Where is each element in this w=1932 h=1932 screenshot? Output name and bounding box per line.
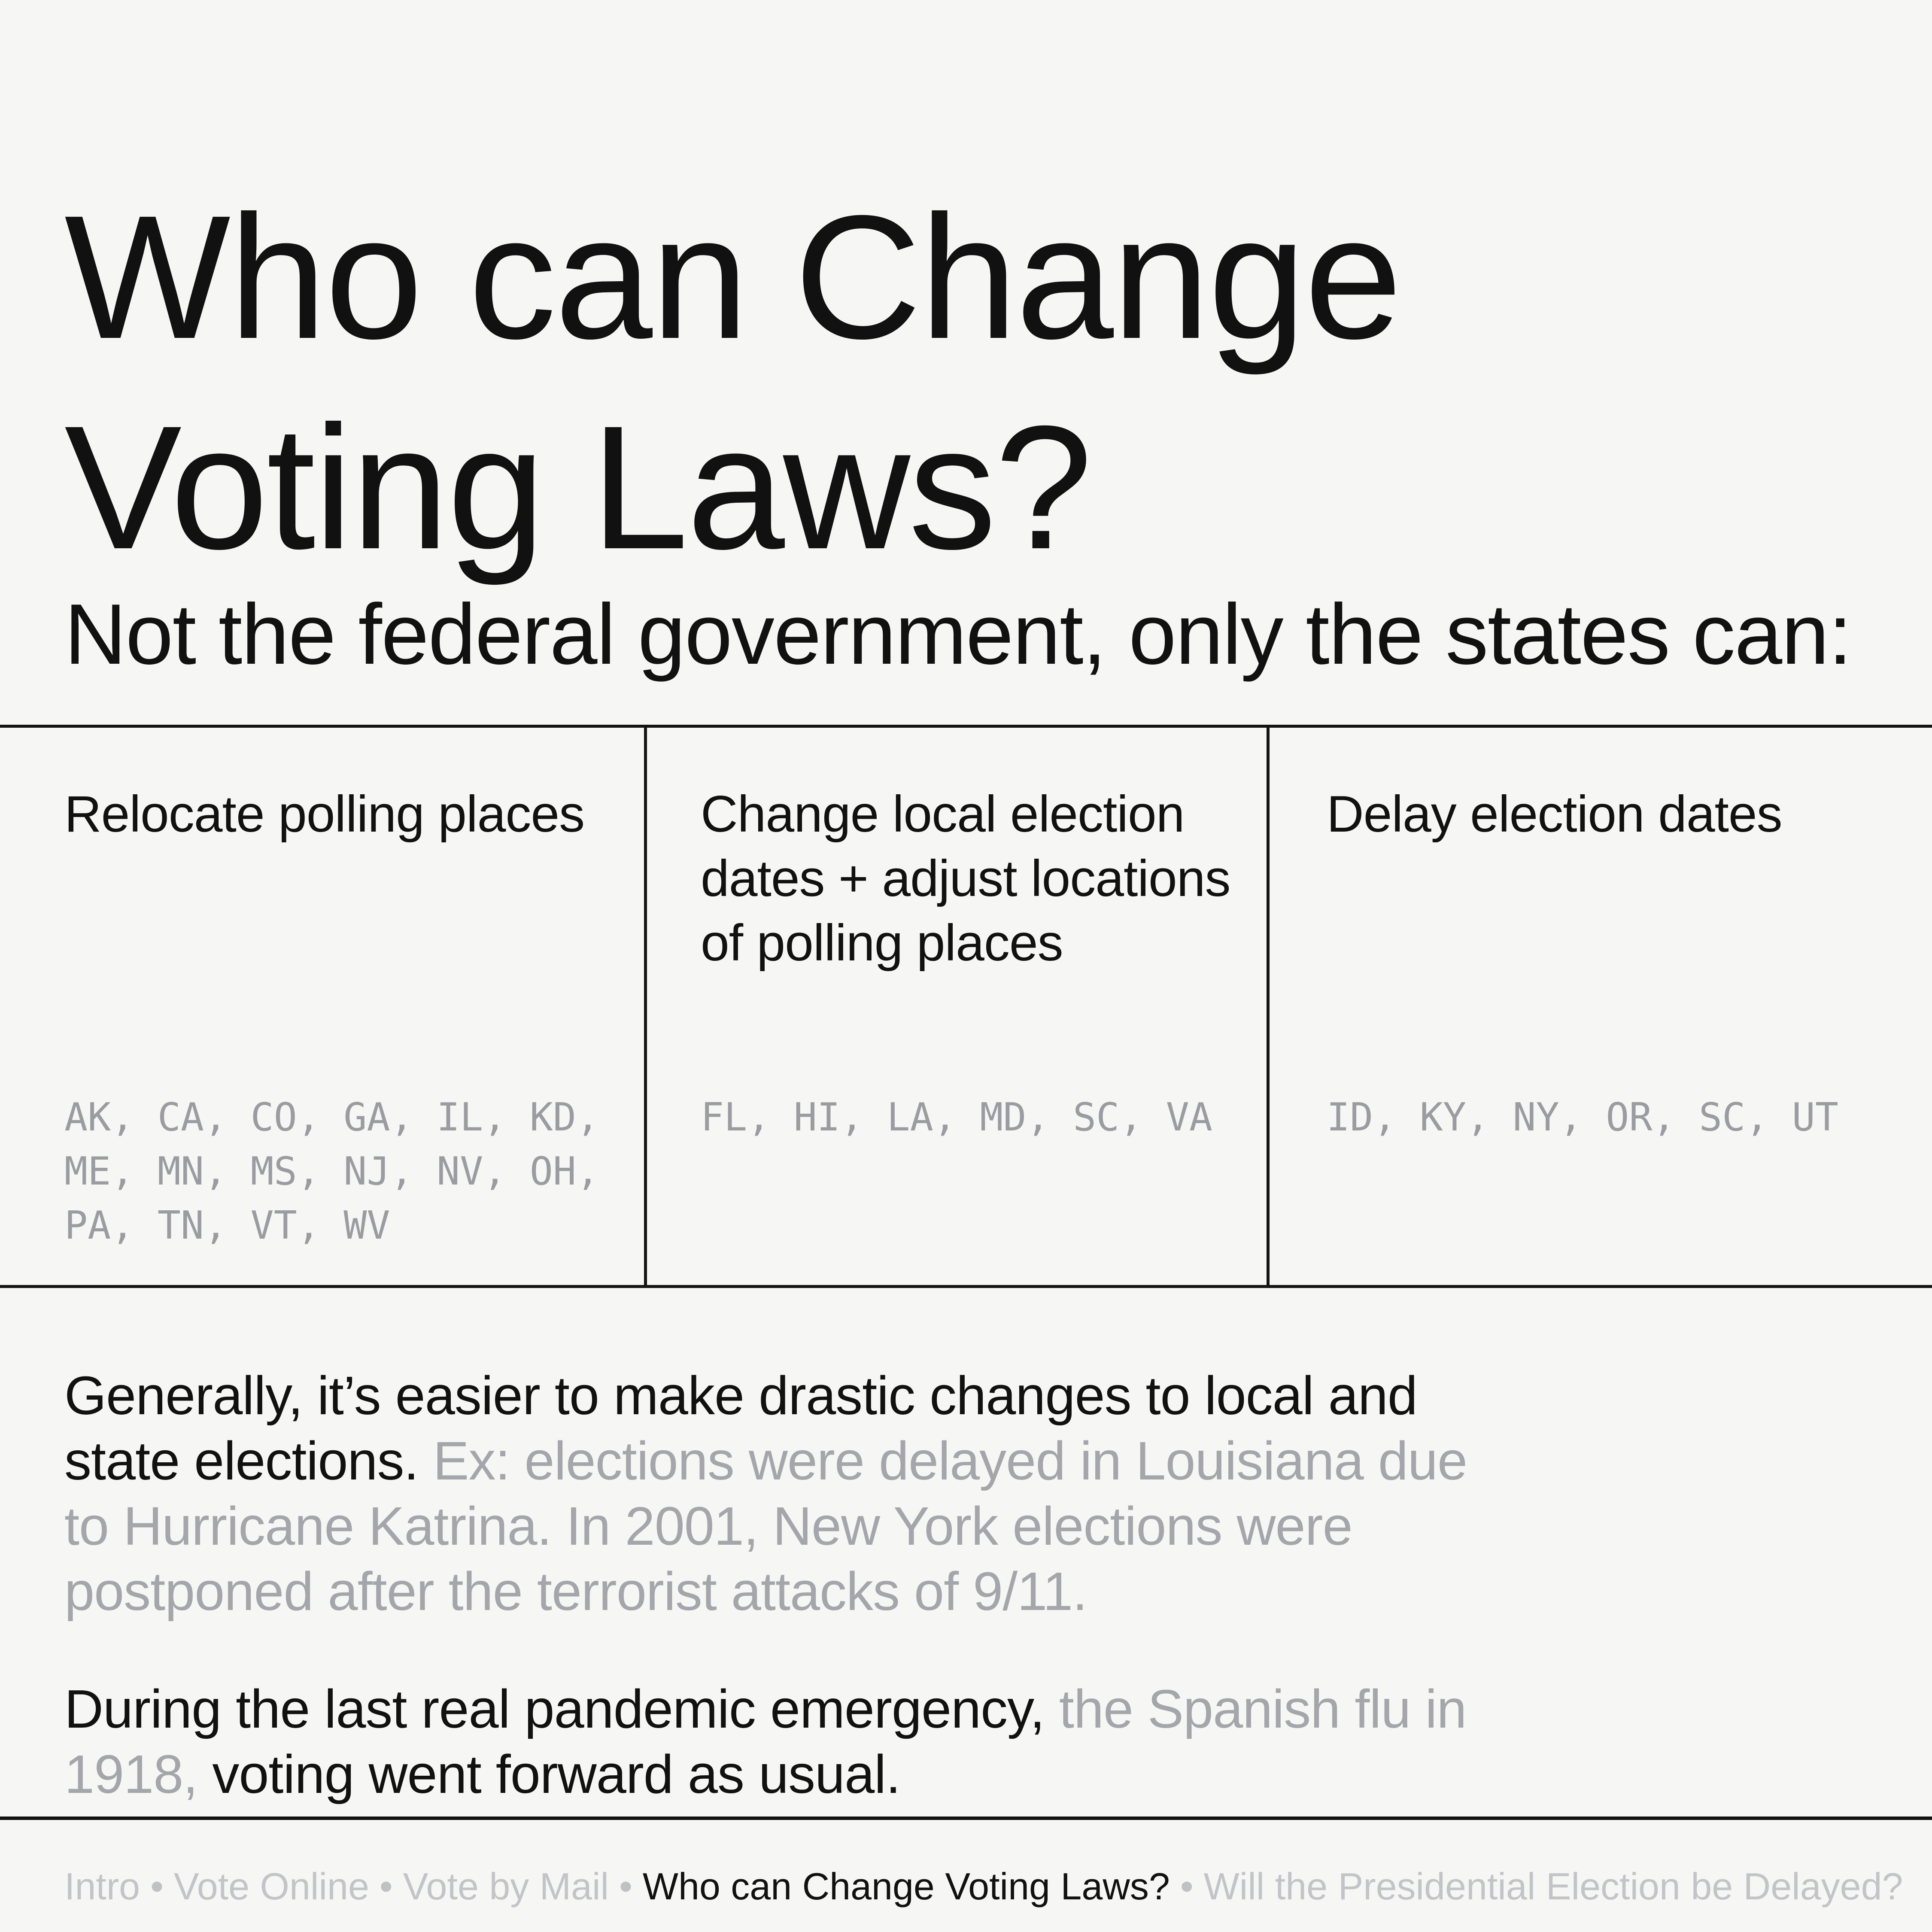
bullet-separator: • [379, 1865, 393, 1908]
footer-item-intro[interactable]: Intro [64, 1865, 140, 1908]
bullet-separator: • [1180, 1865, 1194, 1908]
column-header: Delay election dates [1327, 785, 1783, 843]
paragraph-pandemic: During the last real pandemic emergency,… [64, 1677, 1524, 1807]
states-table: Relocate polling places AK, CA, CO, GA, … [0, 725, 1932, 1288]
paragraph-pandemic-spanish-flu: the Spanish flu in 1918, [64, 1679, 1467, 1804]
column-header: Relocate polling places [64, 785, 585, 843]
footer-item-who-can-change-voting-laws[interactable]: Who can Change Voting Laws? [642, 1865, 1170, 1908]
page-subtitle: Not the federal government, only the sta… [64, 586, 1852, 682]
footer-nav: Intro • Vote Online • Vote by Mail • Who… [0, 1820, 1932, 1910]
column-states-list: ID, KY, NY, OR, SC, UT [1327, 1095, 1839, 1140]
column-states-list: FL, HI, LA, MD, SC, VA [701, 1095, 1213, 1140]
paragraph-pandemic-lead: During the last real pandemic emergency, [64, 1679, 1059, 1739]
page-title: Who can Change Voting Laws? [64, 179, 1402, 586]
bullet-separator: • [619, 1865, 632, 1908]
column-states-list: AK, CA, CO, GA, IL, KD, ME, MN, MS, NJ, … [64, 1095, 600, 1248]
footer-item-vote-by-mail[interactable]: Vote by Mail [403, 1865, 609, 1908]
paragraph-state-elections-main: Generally, it’s easier to make drastic c… [64, 1365, 1418, 1491]
footer-item-will-election-be-delayed[interactable]: Will the Presidential Election be Delaye… [1203, 1865, 1903, 1908]
column-header: Change local election dates + adjust loc… [701, 785, 1230, 972]
bullet-separator: • [150, 1865, 164, 1908]
paragraph-pandemic-end: voting went forward as usual. [212, 1744, 901, 1804]
paragraph-state-elections-examples: Ex: elections were delayed in Louisiana … [64, 1431, 1467, 1622]
infographic-page: Who can Change Voting Laws? Not the fede… [0, 172, 1932, 687]
table-column-relocate-polling-places: Relocate polling places AK, CA, CO, GA, … [0, 728, 644, 1285]
table-column-change-local-election-dates: Change local election dates + adjust loc… [644, 728, 1267, 1285]
footer-item-vote-online[interactable]: Vote Online [173, 1865, 369, 1908]
body-text-section: Generally, it’s easier to make drastic c… [0, 1363, 1932, 1807]
footer-divider [0, 1817, 1932, 1820]
table-column-delay-election-dates: Delay election dates ID, KY, NY, OR, SC,… [1267, 728, 1932, 1285]
paragraph-state-elections: Generally, it’s easier to make drastic c… [64, 1363, 1524, 1624]
